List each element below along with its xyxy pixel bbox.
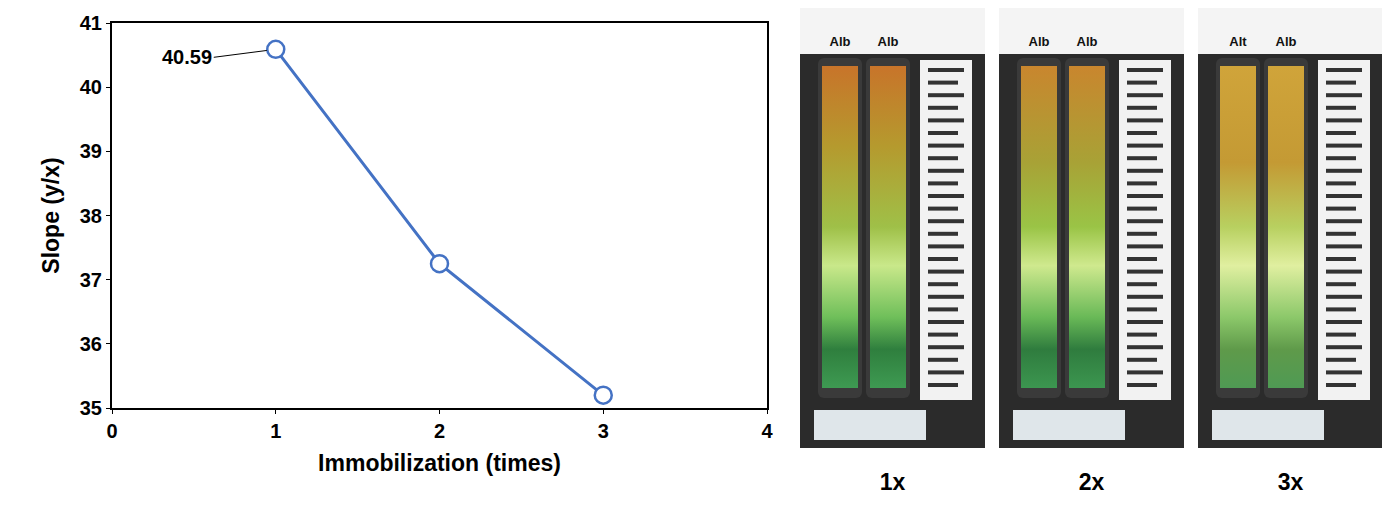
svg-text:2x: 2x: [1079, 469, 1105, 495]
svg-text:1: 1: [270, 420, 281, 442]
svg-text:Alb: Alb: [830, 34, 851, 49]
svg-text:Slope (y/x): Slope (y/x): [38, 157, 64, 273]
svg-text:0: 0: [106, 420, 117, 442]
svg-text:38: 38: [80, 205, 102, 227]
svg-text:Alb: Alb: [878, 34, 899, 49]
svg-text:41: 41: [80, 12, 102, 34]
svg-text:39: 39: [80, 140, 102, 162]
svg-text:40: 40: [80, 76, 102, 98]
svg-text:3x: 3x: [1278, 469, 1304, 495]
svg-text:Immobilization (times): Immobilization (times): [318, 450, 561, 476]
svg-text:4: 4: [761, 420, 773, 442]
svg-text:40.59: 40.59: [162, 46, 212, 68]
svg-text:Alb: Alb: [1276, 34, 1297, 49]
svg-text:36: 36: [80, 333, 102, 355]
svg-text:Alt: Alt: [1229, 34, 1247, 49]
svg-text:3: 3: [598, 420, 609, 442]
svg-text:35: 35: [80, 397, 102, 419]
svg-text:1x: 1x: [880, 469, 906, 495]
svg-text:37: 37: [80, 269, 102, 291]
svg-text:Alb: Alb: [1077, 34, 1098, 49]
svg-text:2: 2: [434, 420, 445, 442]
svg-text:Alb: Alb: [1029, 34, 1050, 49]
